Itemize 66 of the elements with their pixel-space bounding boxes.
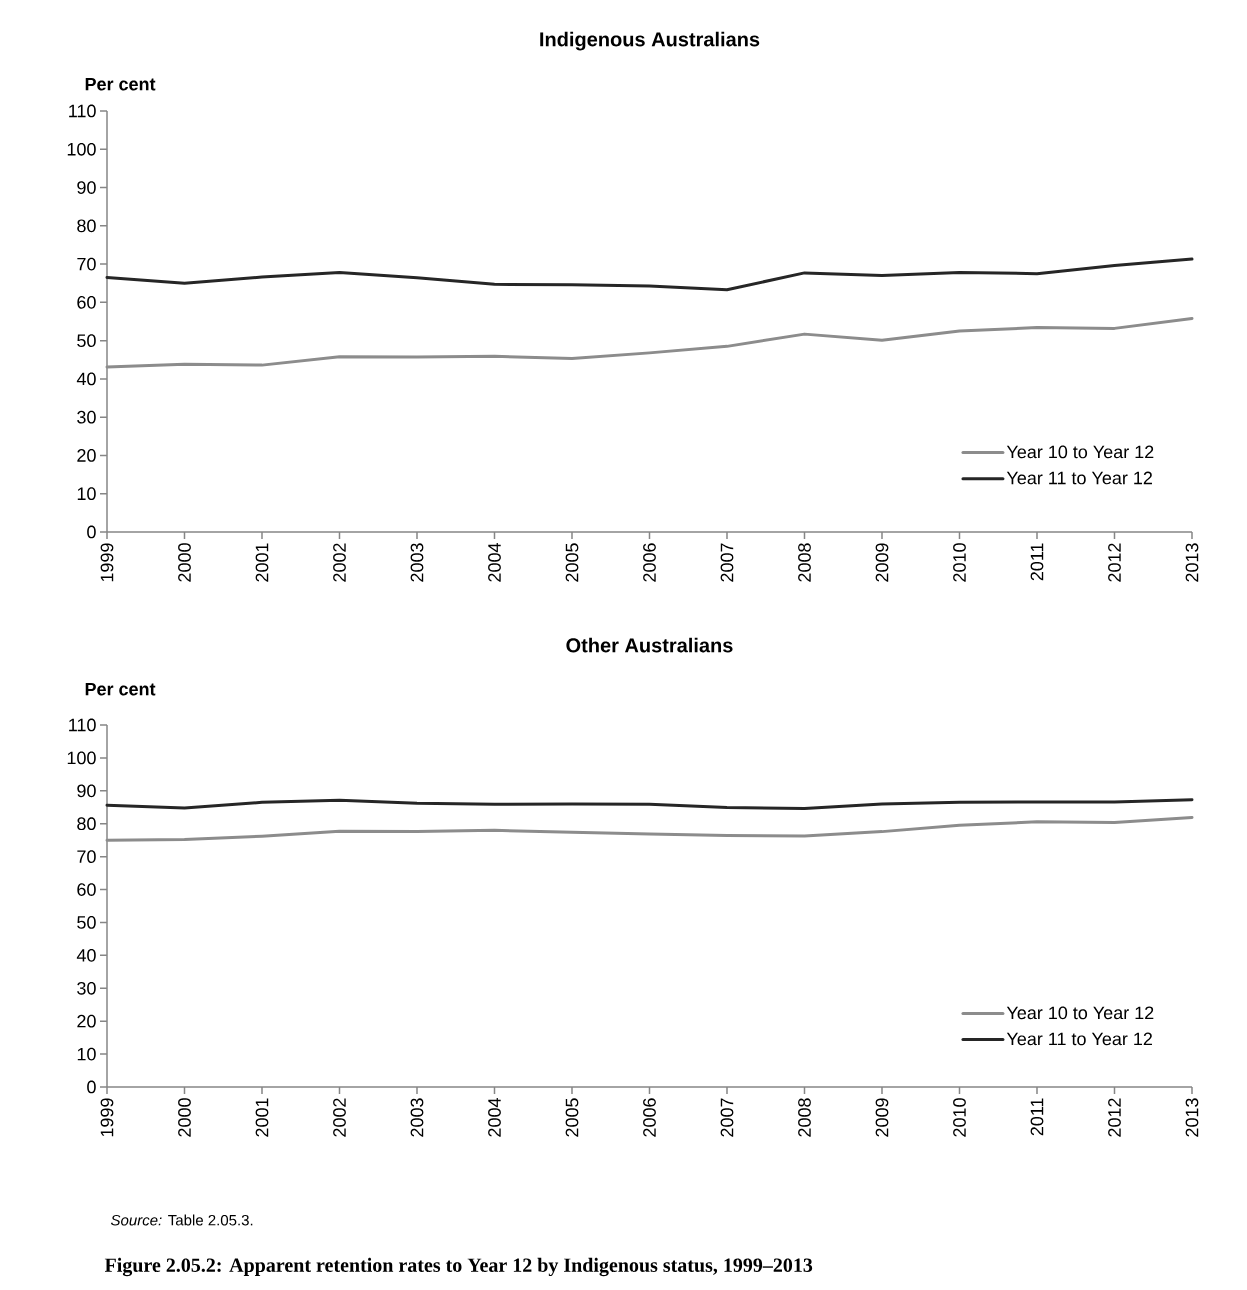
line-series [105, 257, 1194, 292]
x-tick-label: 2000 [178, 543, 191, 582]
text: Source: Table 2.05.3. [110, 1214, 253, 1226]
chart-title: Indigenous Australians [540, 31, 760, 51]
x-tick-label: 2002 [333, 543, 346, 582]
x-tick-label: 2003 [410, 543, 424, 582]
chart-title: Other Australians [566, 637, 733, 653]
caption: Figure 2.05.2: Apparent retention rates to Year 12 by Indigenous status, 1999–2013 [104, 1257, 813, 1277]
x-tick-label: 2012 [1108, 1098, 1121, 1137]
y-tick-label: 30 [77, 410, 96, 424]
legend-label: Year 11 to Year 12 [1006, 471, 1152, 485]
y-tick-label: 100 [67, 142, 96, 156]
y-tick-label: 90 [77, 784, 96, 798]
y-tick-label: 110 [69, 104, 96, 118]
y-tick-label: 100 [67, 751, 96, 765]
y-axis-title: Per cent [85, 77, 156, 91]
legend-label: Year 10 to Year 12 [1006, 445, 1154, 459]
x-tick-label: 2011 [1030, 543, 1044, 581]
x-tick-label: 2003 [410, 1098, 424, 1137]
y-tick-label: 90 [77, 181, 96, 194]
y-tick-label: 80 [77, 219, 96, 233]
x-tick-label: 2009 [875, 1098, 889, 1137]
y-tick-label: 20 [77, 1014, 96, 1028]
y-tick-label: 40 [76, 372, 96, 386]
y-tick-label: 10 [77, 1047, 96, 1061]
x-tick-label: 1999 [100, 543, 114, 582]
x-tick-label: 2010 [953, 1098, 966, 1137]
x-tick-label: 2006 [643, 1098, 656, 1137]
x-tick-label: 2010 [953, 543, 966, 582]
y-tick-label: 50 [77, 916, 96, 929]
x-tick-label: 2008 [798, 1098, 811, 1137]
y-tick-label: 10 [77, 487, 96, 501]
x-tick-label: 2008 [798, 543, 811, 582]
x-tick-label: 2005 [565, 1098, 579, 1137]
y-tick-label: 0 [87, 1080, 96, 1094]
x-tick-label: 1999 [100, 1098, 114, 1137]
x-tick-label: 2000 [178, 1098, 191, 1137]
x-tick-label: 2006 [643, 543, 656, 582]
x-tick-label: 2004 [488, 543, 501, 582]
y-tick-label: 60 [77, 883, 96, 896]
x-tick-label: 2005 [565, 543, 579, 582]
y-tick-label: 80 [77, 817, 96, 831]
y-tick-label: 110 [69, 718, 96, 732]
x-tick-label: 2004 [488, 1098, 501, 1137]
x-tick-label: 2013 [1185, 543, 1199, 582]
x-tick-label: 2013 [1185, 1098, 1199, 1137]
x-tick-label: 2001 [255, 1098, 269, 1137]
x-tick-label: 2012 [1108, 543, 1121, 582]
y-tick-label: 70 [77, 850, 96, 863]
y-tick-label: 60 [77, 295, 96, 309]
x-tick-label: 2002 [333, 1098, 346, 1137]
x-tick-label: 2011 [1030, 1098, 1044, 1136]
y-tick-label: 20 [77, 449, 96, 462]
y-axis-title: Per cent [85, 682, 156, 696]
x-tick-label: 2007 [720, 543, 734, 582]
y-tick-label: 30 [77, 981, 96, 995]
y-tick-label: 40 [76, 948, 96, 962]
y-tick-label: 50 [77, 334, 96, 347]
x-tick-label: 2007 [720, 1098, 734, 1137]
y-tick-label: 0 [87, 525, 96, 539]
legend-label: Year 11 to Year 12 [1006, 1032, 1152, 1046]
x-tick-label: 2009 [875, 543, 889, 582]
legend-label: Year 10 to Year 12 [1006, 1006, 1154, 1020]
line-series [105, 798, 1194, 811]
x-tick-label: 2001 [255, 543, 269, 582]
y-tick-label: 70 [77, 257, 96, 271]
